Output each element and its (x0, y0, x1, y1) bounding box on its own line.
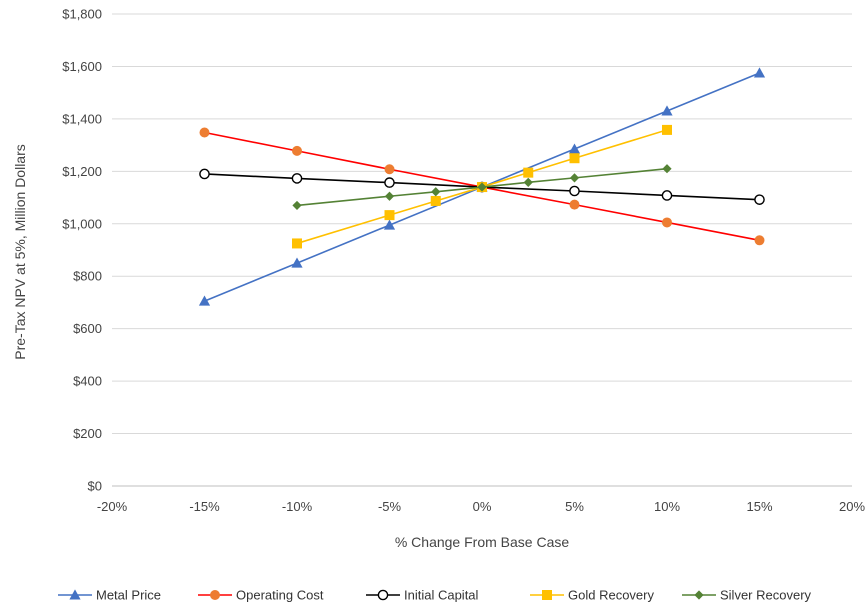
data-point (383, 219, 396, 230)
legend-label: Metal Price (96, 588, 161, 603)
data-point (661, 105, 673, 116)
y-tick-label: $1,000 (62, 216, 102, 231)
gridlines (112, 13, 852, 487)
data-point (568, 143, 581, 154)
data-point (199, 127, 210, 138)
y-tick-label: $1,400 (62, 111, 102, 126)
data-point (569, 153, 580, 164)
legend-marker (694, 590, 704, 600)
legend-item: Metal Price (58, 588, 161, 603)
x-axis-title: % Change From Base Case (395, 534, 570, 550)
x-tick-label: 10% (654, 499, 680, 514)
data-point (477, 182, 487, 192)
legend-label: Operating Cost (236, 588, 324, 603)
x-tick-label: 15% (746, 499, 772, 514)
data-point (569, 199, 580, 210)
legend-item: Initial Capital (366, 588, 479, 603)
y-tick-label: $0 (88, 479, 102, 494)
data-point (754, 194, 765, 205)
data-point (753, 67, 766, 78)
legend-marker (69, 589, 81, 600)
data-point (292, 238, 302, 249)
series-silver-recovery (292, 164, 672, 211)
x-tick-label: -5% (378, 499, 402, 514)
legend-item: Operating Cost (198, 588, 324, 603)
y-tick-label: $800 (73, 269, 102, 284)
x-axis-ticks: -20% -15% -10% -5% 0% 5% 10% 15% 20% (97, 499, 866, 514)
data-point (431, 187, 441, 197)
legend-label: Gold Recovery (568, 588, 654, 603)
data-point (291, 173, 303, 184)
x-tick-label: 5% (565, 499, 584, 514)
y-tick-label: $1,600 (62, 59, 102, 74)
data-point (523, 177, 533, 187)
data-point (662, 164, 672, 174)
data-point (662, 124, 672, 135)
y-tick-label: $1,200 (62, 164, 102, 179)
data-point (430, 195, 441, 206)
y-tick-label: $400 (73, 374, 102, 389)
data-point (662, 217, 672, 228)
legend-label: Silver Recovery (720, 588, 812, 603)
data-point (384, 177, 395, 188)
data-point (384, 164, 395, 175)
data-point (523, 167, 534, 178)
legend-label: Initial Capital (404, 588, 479, 603)
data-point (198, 295, 211, 306)
legend-marker (542, 590, 552, 600)
y-axis-title: Pre-Tax NPV at 5%, Million Dollars (12, 144, 28, 360)
y-tick-label: $200 (73, 426, 102, 441)
data-point (199, 168, 210, 180)
data-point (292, 200, 302, 211)
x-tick-label: -20% (97, 499, 128, 514)
data-point (384, 210, 395, 221)
legend-marker (210, 590, 220, 600)
data-point (569, 173, 580, 183)
y-tick-label: $1,800 (62, 7, 102, 22)
x-tick-label: 0% (473, 499, 492, 514)
legend-item: Silver Recovery (682, 588, 812, 603)
x-tick-label: -10% (282, 499, 313, 514)
y-tick-label: $600 (73, 321, 102, 336)
data-point (661, 190, 673, 201)
x-tick-label: 20% (839, 499, 865, 514)
legend-item: Gold Recovery (530, 588, 654, 603)
data-point (292, 145, 302, 156)
data-point (569, 185, 580, 197)
x-tick-label: -15% (189, 499, 220, 514)
y-axis-ticks: $0 $200 $400 $600 $800 $1,000 $1,200 $1,400 $1,6… (62, 7, 102, 494)
series-layer (198, 67, 766, 306)
data-point (754, 235, 765, 246)
data-point (291, 257, 303, 268)
data-point (384, 191, 395, 201)
legend-marker (377, 589, 389, 601)
legend: Metal Price Operating Cost Initial Capital… (58, 588, 812, 603)
